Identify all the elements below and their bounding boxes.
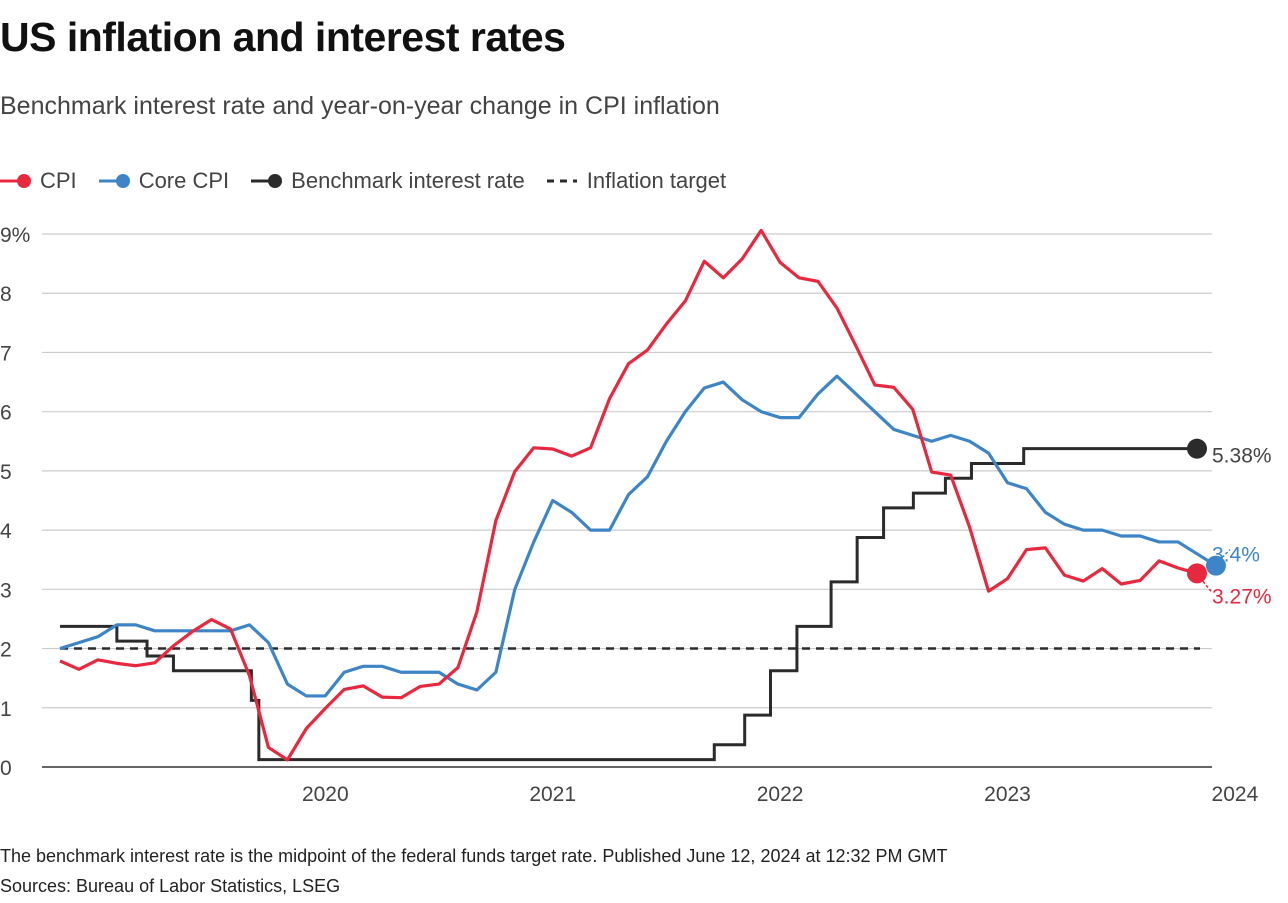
- y-tick-label: 7: [0, 342, 12, 365]
- legend-label-core-cpi: Core CPI: [138, 168, 230, 193]
- legend-item-inflation-target: Inflation target: [546, 168, 727, 194]
- y-tick-label: 1: [0, 698, 12, 721]
- y-tick-label: 9%: [0, 224, 30, 247]
- core-cpi-label-leader: [1221, 549, 1231, 559]
- benchmark-rate-end-marker: [1187, 438, 1207, 459]
- legend-swatch-inflation-target: [546, 179, 577, 183]
- benchmark-rate-line: [60, 447, 1197, 762]
- legend-label-benchmark-rate: Benchmark interest rate: [291, 168, 525, 193]
- cpi-line: [59, 228, 1198, 762]
- x-tick-label: 2023: [984, 783, 1031, 806]
- sources: Sources: Bureau of Labor Statistics, LSE…: [0, 876, 341, 896]
- y-tick-label: 0: [0, 757, 12, 780]
- x-tick-label: 2022: [757, 783, 804, 806]
- core-cpi-end-marker: [1205, 555, 1226, 576]
- legend-label-cpi: CPI: [40, 168, 77, 193]
- legend-label-inflation-target: Inflation target: [586, 168, 727, 193]
- cpi-end-label: 3.27%: [1212, 585, 1272, 608]
- y-tick-label: 4: [0, 520, 12, 543]
- y-tick-label: 3: [0, 579, 12, 602]
- core-cpi-end-label: 3.4%: [1212, 544, 1260, 567]
- chart-title: US inflation and interest rates: [0, 14, 566, 60]
- x-tick-label: 2020: [302, 783, 349, 806]
- y-tick-label: 5: [0, 461, 12, 484]
- y-tick-label: 6: [0, 402, 12, 425]
- chart-subtitle: Benchmark interest rate and year-on-year…: [0, 92, 720, 120]
- line-chart: 0 1 2 3 4 5 6 7 8 9% 2020 2021 2022 2023 2024 5.38% 3.27…: [0, 224, 1272, 806]
- x-tick-label: 2024: [1212, 783, 1259, 806]
- cpi-label-leader: [1202, 580, 1212, 592]
- legend-item-cpi: CPI: [0, 168, 77, 194]
- core-cpi-line: [59, 374, 1217, 698]
- y-tick-label: 2: [0, 639, 12, 662]
- legend: CPI Core CPI Benchmark interest rate Inf…: [0, 168, 748, 194]
- x-tick-label: 2021: [529, 783, 576, 806]
- legend-swatch-cpi: [0, 174, 31, 188]
- legend-swatch-benchmark-rate: [251, 174, 283, 188]
- benchmark-rate-end-label: 5.38%: [1212, 445, 1272, 468]
- legend-item-benchmark-rate: Benchmark interest rate: [251, 168, 525, 194]
- legend-item-core-cpi: Core CPI: [98, 168, 230, 194]
- footnote: The benchmark interest rate is the midpo…: [0, 846, 948, 866]
- legend-swatch-core-cpi: [98, 174, 130, 188]
- cpi-end-marker: [1187, 563, 1207, 584]
- y-tick-label: 8: [0, 283, 12, 306]
